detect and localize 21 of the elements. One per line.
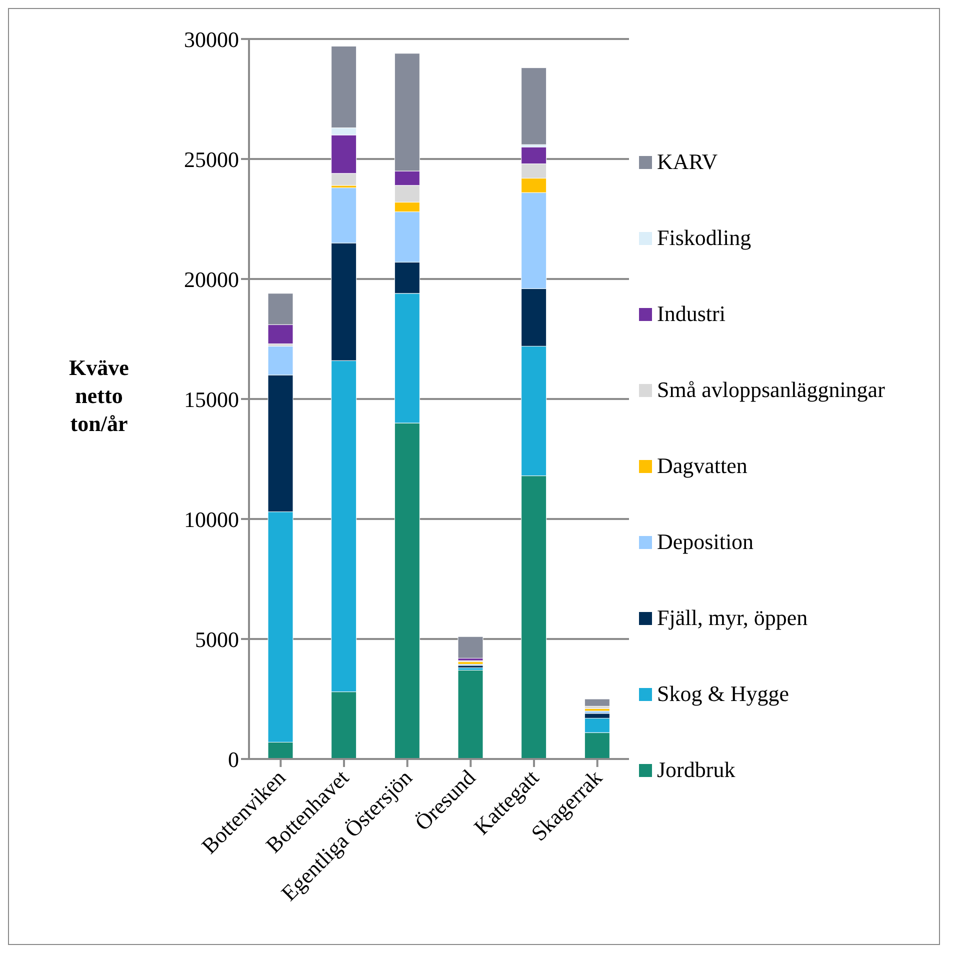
legend-label: Jordbruk xyxy=(657,757,736,783)
bar xyxy=(458,670,484,759)
legend-label: Industri xyxy=(657,301,726,327)
y-tick-label: 10000 xyxy=(184,506,239,532)
y-tick-label: 0 xyxy=(228,746,239,772)
legend-label: Små avloppsanläggningar xyxy=(657,377,886,403)
bar xyxy=(458,636,484,658)
y-tick-label: 20000 xyxy=(184,266,239,292)
y-tick-label: 15000 xyxy=(184,386,239,412)
bar xyxy=(521,68,547,145)
legend-label: Deposition xyxy=(657,529,755,555)
y-tick-label: 25000 xyxy=(184,146,239,172)
legend-label: Dagvatten xyxy=(657,453,748,479)
y-axis-title: Kväve netto ton/år xyxy=(68,354,130,438)
legend-label: KARV xyxy=(657,149,719,175)
legend-label: Skog & Hygge xyxy=(657,681,790,707)
y-tick-label: 5000 xyxy=(195,626,239,652)
legend-label: Fjäll, myr, öppen xyxy=(657,605,809,631)
legend-label: Fiskodling xyxy=(657,225,752,251)
y-tick-label: 30000 xyxy=(184,26,239,52)
bar xyxy=(584,698,610,706)
